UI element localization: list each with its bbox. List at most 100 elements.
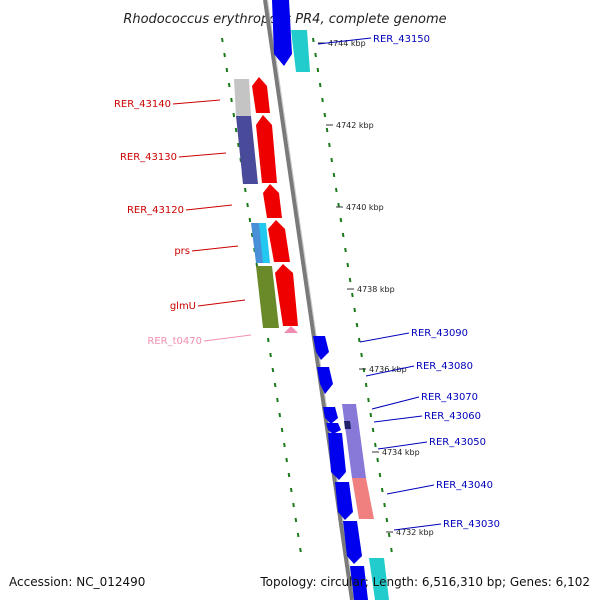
kbp-label: 4738 kbp (357, 285, 395, 294)
scale-tick (383, 502, 386, 508)
scale-tick (346, 262, 350, 268)
label-leader-line (172, 99, 221, 105)
gene-label-right[interactable]: RER_43030 (443, 519, 500, 530)
gene-arrow-rer-43130[interactable] (256, 115, 277, 183)
gene-arrow-rer-43080[interactable] (317, 367, 333, 394)
scale-tick (337, 202, 340, 208)
scale-tick (289, 487, 293, 493)
scale-tick (243, 187, 247, 193)
gene-label-left[interactable]: RER_t0470 (147, 336, 202, 347)
gene-arrow-rer-43120[interactable] (263, 184, 282, 218)
label-leader-line (359, 332, 410, 343)
scale-tick (390, 547, 393, 553)
scale-tick (376, 457, 379, 463)
kbp-label: 4740 kbp (346, 203, 384, 212)
scale-tick (287, 472, 291, 478)
scale-tick (278, 412, 282, 418)
gene-label-left[interactable]: RER_43120 (127, 205, 184, 216)
gene-arrow-rer-43060[interactable] (326, 423, 341, 434)
gene-label-right[interactable]: RER_43060 (424, 411, 481, 422)
cds-feature-rer-43140[interactable] (234, 79, 251, 116)
kbp-label: 4742 kbp (336, 121, 374, 130)
kbp-label: 4732 kbp (396, 528, 434, 537)
cds-feature-rer-43060[interactable] (342, 404, 366, 478)
gene-arrow-rer-43150[interactable] (272, 0, 292, 66)
label-leader-line (178, 152, 227, 158)
gene-label-right[interactable]: RER_43040 (436, 480, 493, 491)
scale-tick (369, 412, 373, 418)
kbp-label: 4736 kbp (369, 365, 407, 374)
gene-label-right[interactable]: RER_43150 (373, 34, 430, 45)
scale-tick (323, 112, 327, 118)
reverse-strand-features (234, 77, 298, 333)
cds-feature-rer-43130[interactable] (236, 116, 258, 184)
scale-tick (225, 67, 229, 73)
scale-tick (328, 142, 331, 148)
label-leader-line (373, 415, 423, 423)
scale-tick (223, 52, 226, 58)
cds-feature-rer-43150[interactable] (291, 30, 310, 72)
gene-arrow-glmu[interactable] (275, 264, 298, 326)
scale-tick (230, 97, 233, 103)
gene-label-right[interactable]: RER_43070 (421, 392, 478, 403)
cds-feature-prs-blue[interactable] (251, 223, 264, 263)
scale-tick (371, 427, 375, 433)
gene-label-left[interactable]: prs (174, 246, 190, 257)
scale-tick (341, 232, 345, 238)
scale-tick (374, 442, 377, 448)
scale-tick (364, 382, 368, 388)
gene-arrow-rer-43090[interactable] (313, 336, 329, 360)
gene-label-left[interactable]: RER_43140 (114, 99, 171, 110)
label-leader-line (317, 37, 372, 45)
kbp-scale: 4744 kbp 4742 kbp 4740 kbp 4738 kbp 4736 kbp… (318, 39, 434, 537)
gene-label-left[interactable]: RER_43130 (120, 152, 177, 163)
cds-feature-prs-cyan[interactable] (259, 223, 270, 263)
label-leader-line (365, 365, 415, 377)
cds-feature-rer-43040[interactable] (352, 478, 374, 519)
scale-tick (312, 37, 315, 43)
gene-arrow-prs[interactable] (268, 220, 290, 262)
scale-tick (280, 427, 284, 433)
scale-tick (353, 307, 356, 313)
gene-label-right[interactable]: RER_43080 (416, 361, 473, 372)
cds-feature-glmu[interactable] (256, 266, 279, 328)
cds-feature-bottom (369, 558, 389, 600)
gene-label-right[interactable]: RER_43050 (429, 437, 486, 448)
scale-tick (357, 337, 361, 343)
scale-tick (246, 202, 249, 208)
scale-tick (385, 517, 389, 523)
gene-arrow-rer-43050[interactable] (328, 433, 346, 480)
gene-label-left[interactable]: glmU (170, 301, 196, 312)
label-leader-line (377, 441, 428, 450)
scale-tick (318, 82, 322, 88)
scale-tick (296, 532, 300, 538)
scale-tick (380, 487, 384, 493)
scale-tick (221, 37, 224, 43)
scale-tick (237, 142, 240, 148)
scale-tick (283, 442, 286, 448)
scale-tick (316, 67, 320, 73)
gene-arrow-rer-43070[interactable] (323, 407, 338, 424)
label-leader-line (386, 484, 435, 495)
scale-tick (387, 532, 391, 538)
scale-tick (351, 292, 354, 298)
gene-arrow-rer-43040[interactable] (335, 482, 353, 520)
forward-strand-features (272, 0, 389, 600)
rna-feature-rer-t0470[interactable] (284, 326, 298, 333)
genome-summary-text: Topology: circular; Length: 6,516,310 bp… (259, 575, 590, 589)
scale-tick (360, 352, 363, 358)
label-leader-line (197, 299, 246, 307)
scale-tick (355, 322, 359, 328)
gene-arrow-bottom (350, 566, 368, 600)
label-leader-line (371, 396, 420, 410)
gene-label-right[interactable]: RER_43090 (411, 328, 468, 339)
gene-arrow-rer-43140[interactable] (252, 77, 270, 113)
scale-tick (232, 112, 236, 118)
scale-tick (332, 172, 336, 178)
cds-feature-rer-43060-dark (344, 421, 351, 429)
scale-tick (294, 517, 298, 523)
scale-tick (250, 232, 254, 238)
gene-arrow-rer-43030[interactable] (343, 521, 362, 564)
